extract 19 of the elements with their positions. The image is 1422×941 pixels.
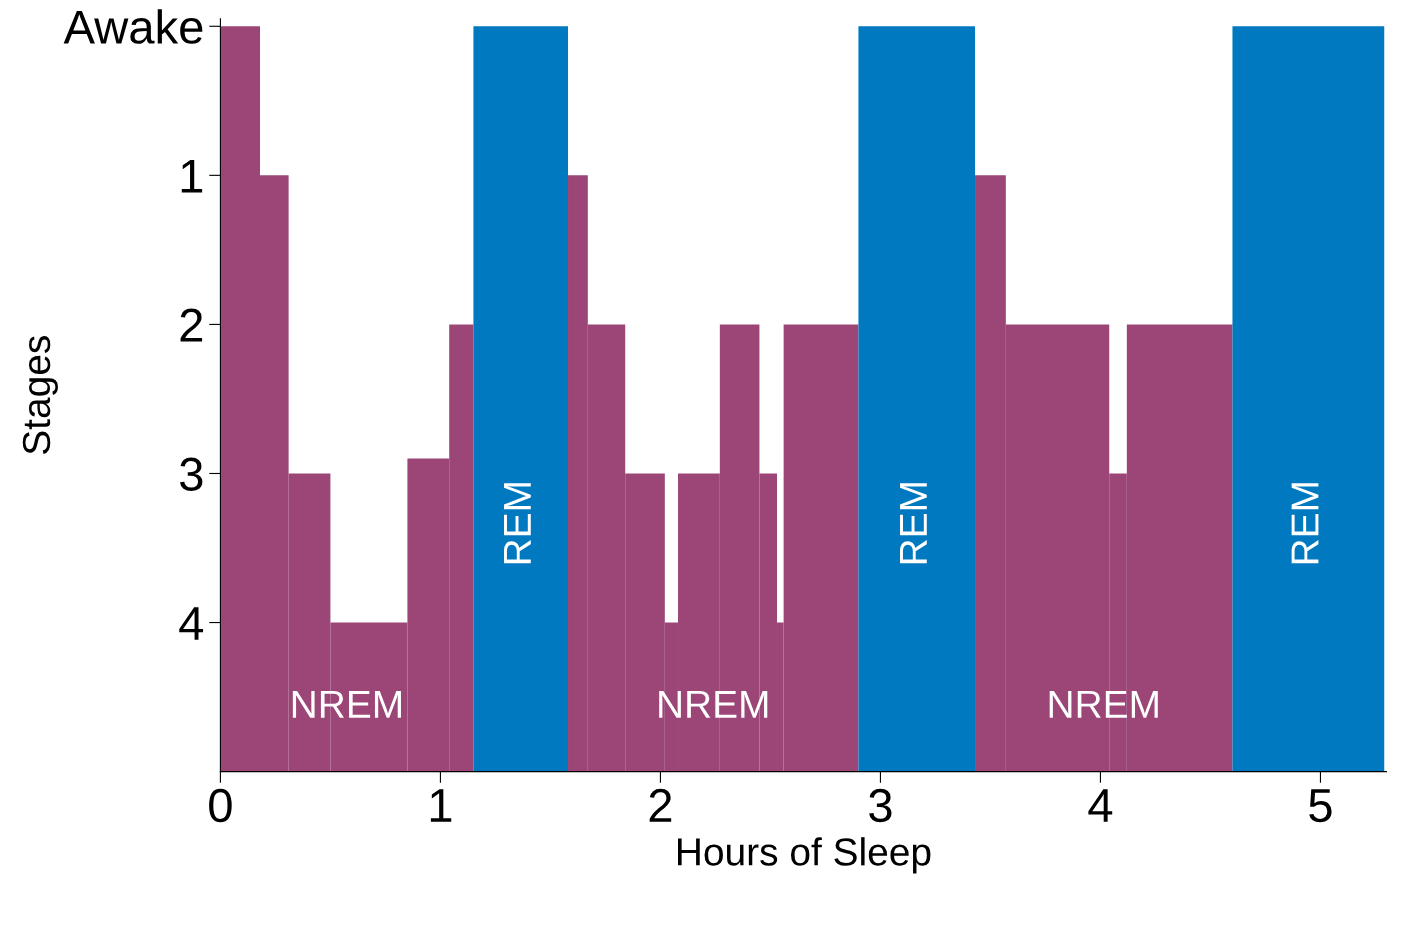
x-tick-label: 2: [649, 788, 672, 822]
annotation: REM: [504, 483, 531, 564]
annotation: NREM: [292, 690, 401, 718]
y-tick-label: 1: [181, 159, 203, 193]
x-tick-label: 0: [209, 788, 232, 823]
annotation: NREM: [659, 690, 768, 718]
x-tick-label: 1: [430, 789, 452, 822]
y-tick-label: 2: [180, 308, 203, 342]
y-tick-label: 3: [179, 457, 203, 492]
annotation: REM: [900, 483, 927, 564]
annotation: NREM: [1049, 690, 1158, 718]
x-tick-label: 5: [1309, 789, 1332, 823]
x-tick-label: 4: [1088, 789, 1113, 822]
x-tick-label: 3: [869, 788, 892, 823]
y-axis-title: Stages: [22, 336, 58, 454]
annotation: REM: [1291, 483, 1319, 564]
y-tick-label: Awake: [63, 9, 203, 44]
x-axis-title: Hours of Sleep: [678, 837, 931, 874]
y-tick-label: 4: [179, 607, 204, 640]
